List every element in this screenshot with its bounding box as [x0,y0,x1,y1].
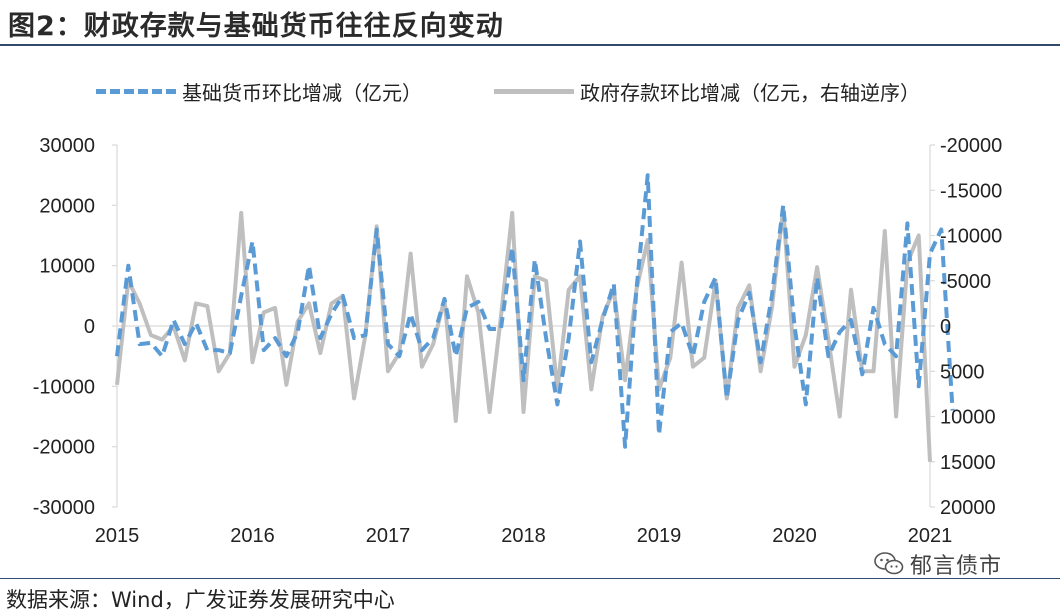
legend-item-gov-deposits: 政府存款环比增减（亿元，右轴逆序） [494,78,920,105]
x-tick-label: 2020 [772,525,817,547]
left-tick-label: -30000 [33,497,95,519]
x-tick-label: 2018 [501,525,546,547]
right-tick-label: 0 [940,316,951,338]
source-note: 数据来源：Wind，广发证券发展研究中心 [6,588,395,612]
series-gov-deposits-line [115,206,932,462]
right-tick-label: 20000 [940,497,996,519]
series-base-money-line [115,173,955,449]
right-tick-label: 15000 [940,452,996,474]
wechat-icon [874,552,904,575]
legend-label-gov-deposits: 政府存款环比增减（亿元，右轴逆序） [580,80,920,105]
right-tick-label: 10000 [940,407,996,429]
right-tick-label: 5000 [940,361,985,383]
legend-label-base-money: 基础货币环比增减（亿元） [182,80,422,105]
x-tick-label: 2016 [230,525,275,547]
x-tick-label: 2017 [366,525,411,547]
chart-series [115,173,955,462]
chart-tick-labels: 30000 20000 10000 0 -10000 -20000 -30000 -20000… [33,135,1003,547]
left-tick-label: -20000 [33,437,95,459]
legend-swatch-dashed [96,88,176,94]
left-tick-label: 10000 [39,256,95,278]
left-tick-label: 20000 [39,195,95,217]
left-tick-label: 0 [84,316,95,338]
right-tick-label: -5000 [940,271,991,293]
legend-swatch-solid [494,88,574,94]
watermark-text: 郁言债市 [910,554,1003,579]
right-tick-label: -15000 [940,180,1002,202]
right-tick-label: -20000 [940,135,1002,157]
title-divider [0,44,1060,46]
chart-legend: 基础货币环比增减（亿元） 政府存款环比增减（亿元，右轴逆序） [0,78,1060,105]
chart-title: 图2：财政存款与基础货币往往反向变动 [8,11,504,42]
left-tick-label: -10000 [33,376,95,398]
left-tick-label: 30000 [39,135,95,157]
x-tick-label: 2021 [908,525,953,547]
right-tick-label: -10000 [940,226,1002,248]
watermark: 郁言债市 [874,548,1002,580]
x-tick-label: 2015 [95,525,140,547]
footer-divider [0,578,1060,579]
x-tick-label: 2019 [637,525,682,547]
legend-item-base-money: 基础货币环比增减（亿元） [96,78,422,105]
